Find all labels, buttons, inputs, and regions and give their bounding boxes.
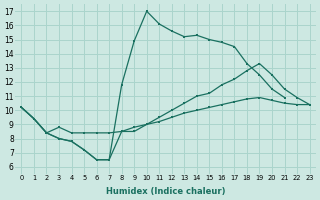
X-axis label: Humidex (Indice chaleur): Humidex (Indice chaleur) <box>106 187 225 196</box>
